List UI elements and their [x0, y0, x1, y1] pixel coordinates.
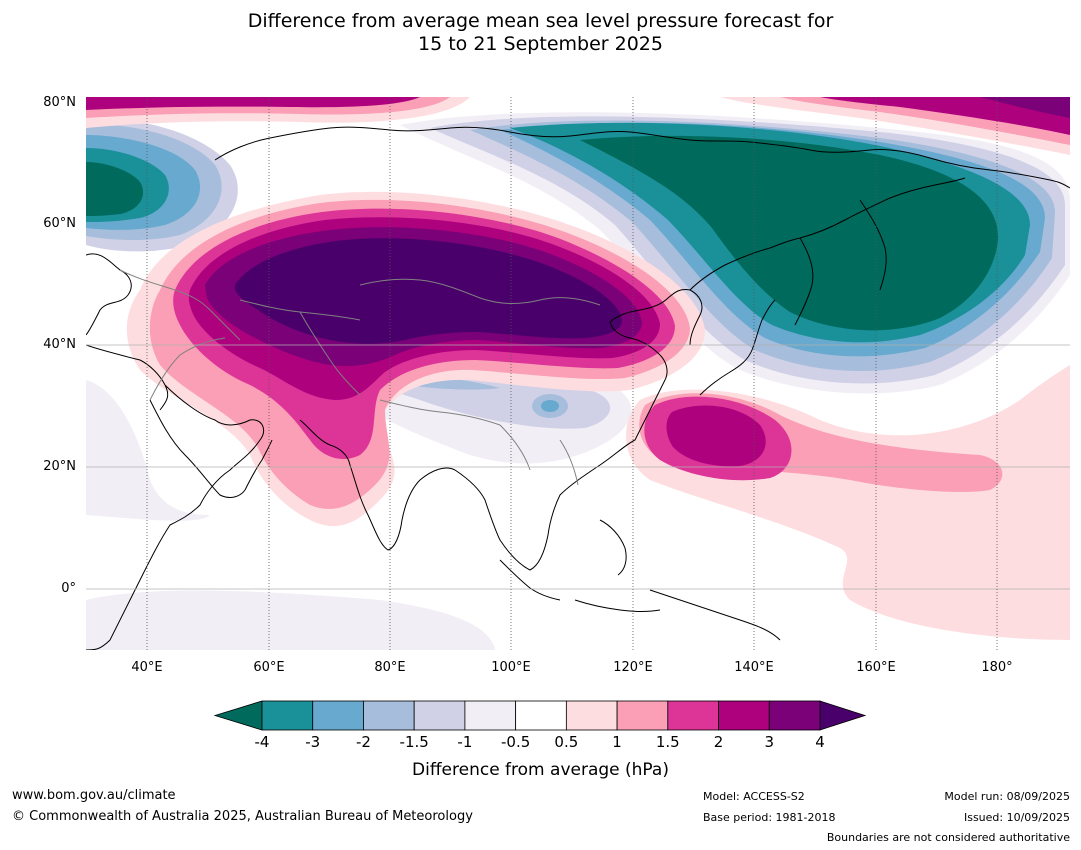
colorbar-segment — [413, 700, 466, 731]
colorbar-tick-label: -1.5 — [399, 733, 429, 751]
pos-pacific-lvl4 — [666, 405, 766, 467]
colorbar-title: Difference from average (hPa) — [412, 760, 669, 780]
footer-model-run: Model run: 08/09/2025 — [944, 790, 1070, 803]
coast-arctic — [214, 126, 1070, 189]
coastlines — [86, 126, 1070, 650]
coast-arabia — [149, 399, 273, 498]
neg-region-arabia — [86, 380, 210, 521]
lon-label-120e: 120°E — [613, 660, 653, 675]
colorbar-segment — [515, 700, 567, 731]
pos-arctic-east-lvl3 — [820, 97, 1070, 135]
colorbar-segment — [768, 700, 821, 731]
neg-siberia-lvl6 — [580, 135, 999, 331]
footer-copyright: © Commonwealth of Australia 2025, Austra… — [12, 809, 473, 824]
colorbar-segment — [261, 700, 314, 731]
neg-region-south-ocean — [86, 590, 495, 650]
colorbar — [213, 700, 867, 731]
pos-asia-lvl6 — [234, 238, 622, 344]
colorbar-segment — [464, 700, 517, 731]
lat-label-40n: 40°N — [43, 337, 76, 352]
colorbar-segment — [363, 700, 415, 731]
neg-spot-south-china-core — [541, 400, 559, 412]
colorbar-segment — [616, 700, 669, 731]
coast-siberia-pacific — [689, 177, 966, 326]
lat-gridlines — [86, 344, 1070, 590]
coast-japan — [699, 299, 776, 396]
colorbar-tick-label: 3 — [764, 733, 775, 751]
colorbar-segment — [667, 700, 719, 731]
colorbar-segment — [718, 700, 770, 731]
lon-label-80e: 80°E — [374, 660, 406, 675]
lat-label-0: 0° — [61, 581, 76, 596]
colorbar-tick-label: 0.5 — [554, 733, 579, 751]
colorbar-tick-label: 4 — [815, 733, 825, 751]
colorbar-segment — [565, 700, 618, 731]
coast-china-korea — [609, 289, 703, 356]
colorbar-tick-label: -2 — [355, 733, 371, 751]
footer-model: Model: ACCESS-S2 — [703, 790, 805, 803]
lon-label-140e: 140°E — [734, 660, 774, 675]
footer-disclaimer: Boundaries are not considered authoritat… — [826, 831, 1070, 844]
coast-southeast-asia — [454, 354, 668, 571]
borders — [119, 269, 601, 486]
colorbar-segment — [312, 700, 364, 731]
lon-label-60e: 60°E — [253, 660, 285, 675]
colorbar-tick-label: 1.5 — [655, 733, 680, 751]
lon-gridlines — [146, 97, 998, 650]
colorbar-high-arrow — [819, 700, 867, 731]
lon-label-180: 180° — [981, 660, 1013, 675]
footer-issued: Issued: 10/09/2025 — [963, 811, 1070, 824]
colorbar-segments — [261, 700, 821, 731]
title-line-1: Difference from average mean sea level p… — [247, 10, 834, 32]
lat-label-20n: 20°N — [43, 459, 76, 474]
colorbar-tick-label: -3 — [305, 733, 321, 751]
lon-label-160e: 160°E — [856, 660, 896, 675]
map-title: Difference from average mean sea level p… — [0, 10, 1081, 56]
lat-label-80n: 80°N — [43, 95, 76, 110]
title-line-2: 15 to 21 September 2025 — [418, 33, 663, 55]
colorbar-tick-label: -1 — [457, 733, 473, 751]
lat-label-60n: 60°N — [43, 216, 76, 231]
colorbar-tick-label: 1 — [612, 733, 622, 751]
colorbar-tick-label: -4 — [254, 733, 270, 751]
footer-base-period: Base period: 1981-2018 — [703, 811, 836, 824]
lon-label-100e: 100°E — [491, 660, 531, 675]
lon-label-40e: 40°E — [131, 660, 163, 675]
coast-indonesia — [499, 519, 781, 641]
colorbar-tick-label: -0.5 — [500, 733, 531, 751]
colorbar-low-arrow — [213, 700, 263, 731]
pos-arctic-lvl3 — [86, 97, 420, 110]
footer-website[interactable]: www.bom.gov.au/climate — [12, 788, 176, 803]
anomaly-fields — [86, 97, 1070, 650]
colorbar-tick-label: 2 — [713, 733, 724, 751]
coast-europe-africa — [86, 253, 265, 650]
neg-scandinavia-lvl5 — [86, 162, 144, 216]
pos-arctic-east-lvl4 — [980, 97, 1070, 118]
coast-india — [299, 419, 456, 551]
